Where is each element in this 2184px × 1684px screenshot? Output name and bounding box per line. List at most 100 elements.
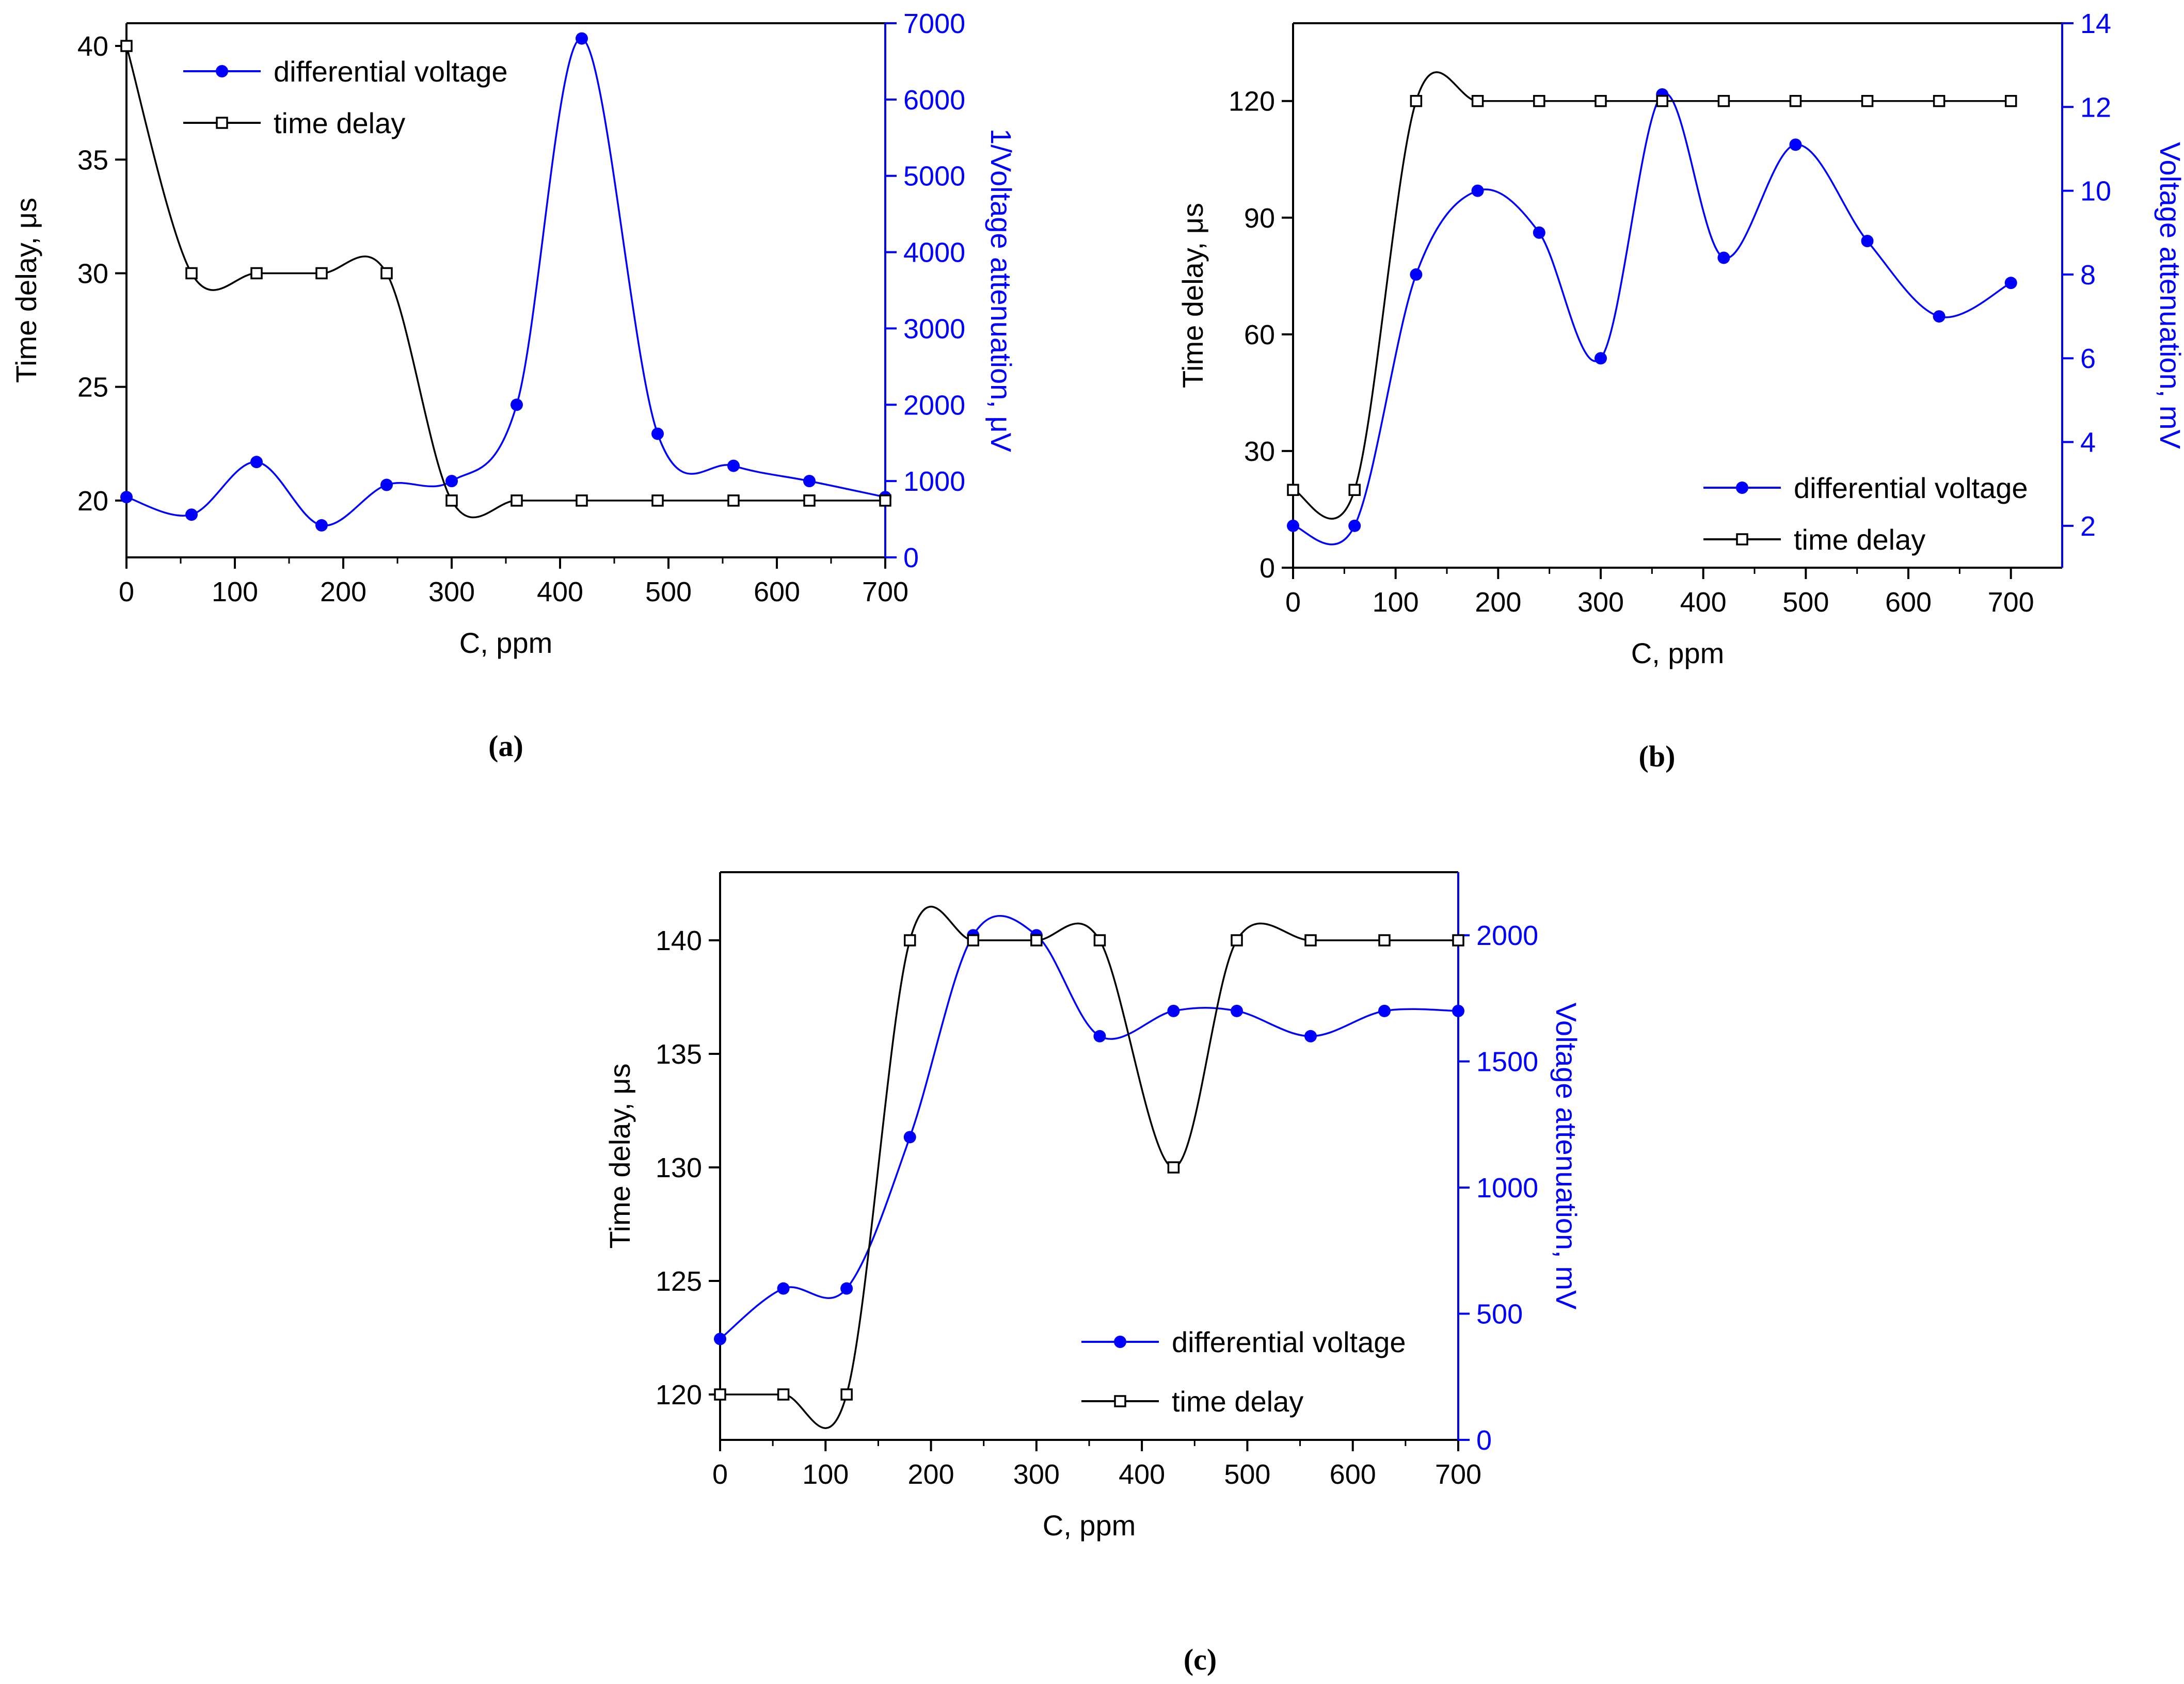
delay-point <box>1167 1161 1180 1174</box>
delay-point <box>315 267 328 280</box>
delay-point <box>380 267 393 280</box>
legend-label: time delay <box>1172 1385 1303 1418</box>
left-y-tick-label: 90 <box>1244 203 1275 234</box>
voltage-point <box>1304 1030 1317 1043</box>
right-y-tick-label: 1000 <box>903 466 965 497</box>
left-y-tick-label: 120 <box>1229 86 1275 117</box>
voltage-point <box>1348 519 1361 532</box>
voltage-point <box>777 1282 790 1295</box>
right-y-tick-label: 5000 <box>903 161 965 192</box>
right-y-tick-label: 6000 <box>903 85 965 116</box>
voltage-point <box>445 475 458 488</box>
legend-label: differential voltage <box>1172 1326 1406 1358</box>
voltage-point <box>1717 251 1730 264</box>
right-y-tick-label: 500 <box>1476 1299 1523 1330</box>
delay-point <box>777 1388 790 1401</box>
voltage-point <box>1861 235 1874 247</box>
voltage-point <box>1093 1030 1106 1043</box>
delay-point <box>1452 934 1464 947</box>
chart-panel-b: 0 100 200 300 400 500 600 700 0 30 60 90 120 2 4 6 8 10 12… <box>1176 8 2184 773</box>
right-y-axis-title: 1/Voltage attenuation, μV <box>985 129 1017 453</box>
right-y-tick-label: 14 <box>2080 8 2111 39</box>
x-tick-label: 600 <box>754 576 800 607</box>
right-y-tick-label: 10 <box>2080 176 2111 207</box>
x-tick-label: 400 <box>537 576 583 607</box>
x-tick-label: 100 <box>212 576 258 607</box>
voltage-series-line <box>1293 92 2012 546</box>
x-tick-label: 100 <box>1373 587 1419 618</box>
delay-series-line <box>1293 71 2011 520</box>
delay-point <box>1471 94 1484 107</box>
delay-point <box>2004 94 2017 107</box>
voltage-point <box>250 456 263 469</box>
right-y-tick-label: 0 <box>1476 1425 1492 1456</box>
delay-point <box>714 1388 726 1401</box>
panel-caption: (a) <box>488 729 523 763</box>
voltage-point <box>2004 277 2017 290</box>
x-tick-label: 200 <box>1475 587 1521 618</box>
chart-panel-a: 0 100 200 300 400 500 600 700202530354001000200… <box>10 8 1017 763</box>
delay-point <box>727 494 740 507</box>
delay-point <box>1093 934 1106 947</box>
legend-label: differential voltage <box>1794 472 2028 504</box>
delay-point <box>1410 94 1423 107</box>
voltage-series-line <box>719 915 1459 1340</box>
voltage-point <box>185 508 198 521</box>
voltage-point <box>1167 1004 1180 1017</box>
x-tick-label: 700 <box>1435 1459 1481 1490</box>
right-y-tick-label: 6 <box>2080 343 2096 374</box>
left-y-tick-label: 120 <box>656 1380 702 1410</box>
left-y-tick-label: 140 <box>656 925 702 956</box>
x-tick-label: 0 <box>119 576 134 607</box>
delay-point <box>1287 484 1299 496</box>
x-tick-label: 300 <box>1013 1459 1060 1490</box>
voltage-point <box>1378 1004 1391 1017</box>
voltage-point <box>120 491 133 504</box>
delay-point <box>879 494 891 507</box>
delay-point <box>1378 934 1391 947</box>
delay-series-line <box>125 45 885 519</box>
delay-point <box>1933 94 1946 107</box>
delay-point <box>903 934 916 947</box>
legend-marker-delay <box>216 117 228 129</box>
right-y-tick-label: 4000 <box>903 237 965 268</box>
right-y-tick-label: 12 <box>2080 92 2111 123</box>
right-y-tick-label: 2 <box>2080 511 2096 542</box>
legend-marker-voltage <box>216 65 228 77</box>
panel-caption: (b) <box>1639 740 1676 773</box>
delay-point <box>1861 94 1874 107</box>
legend-marker-voltage <box>1736 482 1748 494</box>
voltage-point <box>380 478 393 491</box>
delay-point <box>651 494 664 507</box>
voltage-point <box>840 1282 853 1295</box>
left-y-tick-label: 130 <box>656 1152 702 1183</box>
voltage-point <box>576 32 588 45</box>
voltage-point <box>903 1131 916 1144</box>
right-y-tick-label: 1500 <box>1476 1047 1538 1078</box>
voltage-point <box>511 398 523 411</box>
x-tick-label: 200 <box>320 576 366 607</box>
x-tick-label: 500 <box>645 576 692 607</box>
delay-point <box>1789 94 1802 107</box>
x-tick-label: 700 <box>1988 587 2034 618</box>
x-tick-label: 0 <box>712 1459 728 1490</box>
right-y-axis-title: Voltage attenuation, mV <box>1550 1003 1583 1310</box>
voltage-point <box>1452 1004 1464 1017</box>
delay-point <box>1656 94 1668 107</box>
voltage-point <box>1231 1004 1243 1017</box>
x-tick-label: 300 <box>1577 587 1624 618</box>
delay-point <box>1595 94 1607 107</box>
legend-label: time delay <box>1794 523 1925 556</box>
voltage-point <box>714 1333 726 1345</box>
x-axis-title: C, ppm <box>1043 1509 1136 1542</box>
delay-point <box>120 40 133 52</box>
voltage-point <box>803 475 816 488</box>
voltage-point <box>1287 519 1299 532</box>
x-tick-label: 400 <box>1680 587 1727 618</box>
delay-point <box>967 934 980 947</box>
legend-label: differential voltage <box>274 55 508 88</box>
delay-point <box>445 494 458 507</box>
voltage-point <box>1789 138 1802 151</box>
legend-marker-delay <box>1114 1395 1126 1407</box>
